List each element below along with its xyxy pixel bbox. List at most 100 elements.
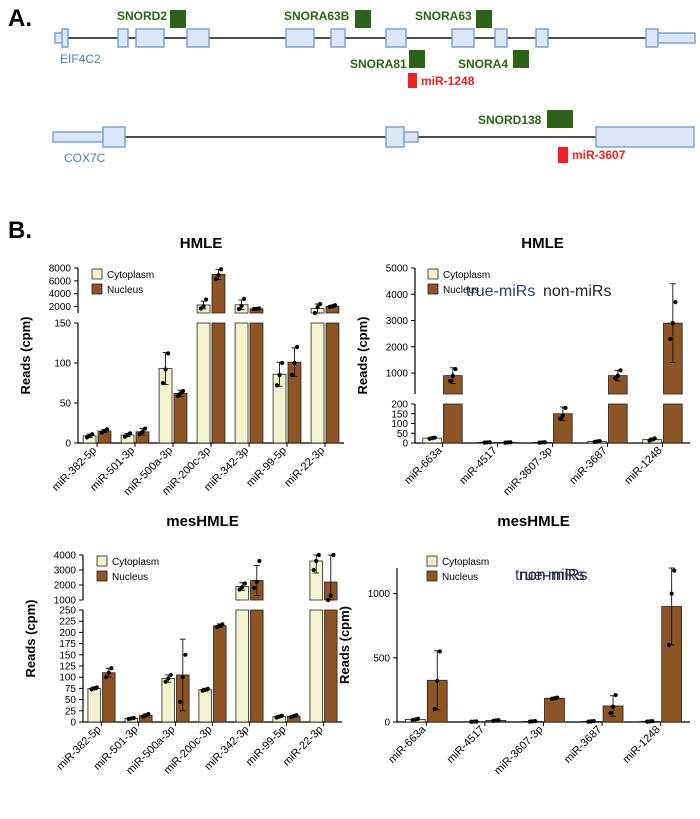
y-tick-label: 1000 [386,369,409,380]
data-point [669,591,674,596]
y-tick-label: 500 [373,653,390,664]
data-point [163,367,168,372]
mirna-marker [408,73,417,88]
exon [535,28,549,48]
data-point [163,679,168,684]
panel-a-label: A. [8,5,32,32]
bar [310,322,325,444]
data-point [668,336,673,341]
y-tick-label: 100 [391,419,408,430]
data-point [294,344,300,350]
data-point [508,440,513,445]
data-point [242,296,247,301]
data-point [236,307,242,312]
y-tick-label: 150 [54,319,71,330]
bar [608,403,628,444]
data-point [131,715,136,721]
bar [663,403,683,444]
x-tick-label: miR-663a [386,723,429,766]
bar [198,689,212,723]
data-point [256,306,262,311]
x-tick-label: miR-4517 [457,445,499,487]
y-tick-label: 1000 [368,589,391,600]
data-point [673,300,678,305]
y-tick-label: 150 [59,650,76,661]
y-tick-label: 6000 [49,276,72,287]
data-point [94,685,99,690]
y-tick-label: 50 [397,429,409,440]
data-point [312,310,318,316]
chart-title: mesHMLE [497,513,570,530]
data-point [666,642,672,648]
data-point [328,593,333,598]
bar [250,609,264,723]
annotation-note: non-miRs [519,567,587,584]
legend-swatch [426,570,438,582]
data-point [597,438,602,444]
y-tick-label: 225 [59,617,76,628]
data-point [204,297,209,302]
legend-label: Cytoplasm [112,557,159,568]
mirna-label: miR-3607 [572,148,626,162]
legend-label: Nucleus [107,285,143,296]
data-point [104,675,109,680]
legend-label: Cytoplasm [443,270,490,281]
snorna-marker [355,10,371,28]
data-point [610,704,616,709]
data-point [331,552,336,558]
y-tick-label: 75 [65,684,77,695]
data-point [180,675,185,680]
data-point [563,405,568,410]
chart-title: mesHMLE [166,513,239,530]
y-tick-label: 2000 [386,342,409,353]
bar [211,322,226,444]
data-point [292,360,297,366]
snorna-marker [170,10,186,28]
x-tick-label: miR-99-5p [244,445,289,490]
data-point [615,373,620,378]
data-point [432,435,437,440]
mirna-marker [558,147,568,163]
data-point [294,713,299,718]
legend-swatch [426,555,438,567]
data-point [311,567,316,573]
data-point [239,303,244,309]
data-point [201,304,206,309]
legend-swatch [96,570,108,582]
legend-swatch [96,555,108,567]
data-point [650,719,655,724]
y-tick-label: 50 [65,695,77,706]
data-point [487,440,492,445]
bar [249,322,264,444]
y-tick-label: 5000 [386,264,409,275]
y-tick-label: 125 [59,662,76,673]
y-axis-label: Reads (cpm) [337,606,352,684]
snorna-label: SNORA81 [350,57,407,71]
data-point [218,267,224,272]
data-point [432,707,437,712]
y-axis-label: Reads (cpm) [355,316,370,394]
x-tick-label: miR-4517 [445,724,487,766]
data-point [240,585,245,590]
y-tick-label: 50 [60,399,72,410]
exon [61,28,69,48]
data-point [128,431,133,436]
bar [235,609,249,723]
x-tick-label: miR-3607-3p [492,724,545,777]
snorna-marker [513,50,529,68]
y-tick-label: 1000 [54,596,77,607]
y-axis-label: Reads (cpm) [18,316,33,394]
y-tick-label: 2000 [49,302,72,313]
data-point [533,719,538,724]
x-tick-label: miR-22-3p [282,445,327,490]
annotation-note: non-miRs [543,283,611,300]
bar [161,678,175,723]
snorna-label: SNORD2 [117,9,167,23]
panel-b-label: B. [8,217,32,244]
x-tick-label: miR-3687 [562,724,604,766]
data-point [613,692,618,698]
exon [645,28,659,48]
data-point [314,558,319,564]
y-tick-label: 25 [65,706,77,717]
y-tick-label: 4000 [54,551,77,562]
